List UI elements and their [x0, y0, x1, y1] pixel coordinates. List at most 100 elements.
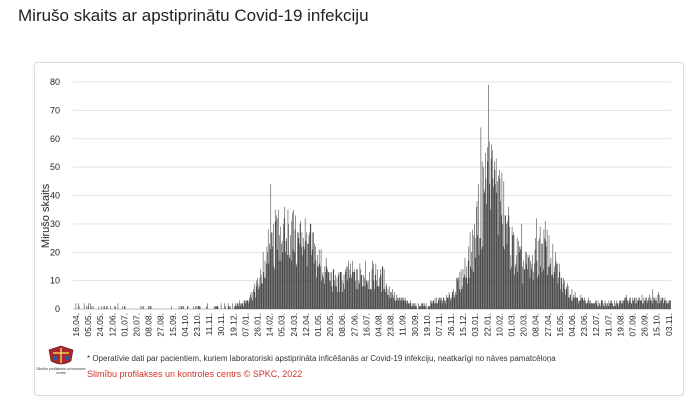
bar — [440, 297, 442, 309]
bar — [611, 300, 612, 309]
bar — [511, 226, 513, 309]
bar — [345, 272, 347, 309]
bar — [443, 297, 445, 309]
bar — [523, 269, 525, 309]
bar — [348, 260, 349, 309]
bar — [646, 303, 648, 309]
bar — [321, 280, 322, 310]
x-tick-label: 31.07. — [603, 313, 613, 337]
bar — [500, 215, 502, 309]
bar — [342, 291, 343, 309]
bar — [600, 300, 602, 309]
bar — [313, 263, 315, 309]
bar — [394, 291, 395, 309]
bar — [88, 303, 89, 309]
bar — [327, 272, 329, 309]
bar — [617, 303, 619, 309]
bar — [572, 297, 574, 309]
bar — [404, 297, 406, 309]
bar — [526, 252, 528, 309]
bar — [392, 294, 394, 309]
bar — [627, 300, 629, 309]
bar — [657, 294, 659, 309]
bar — [497, 235, 499, 309]
bar — [307, 243, 308, 309]
bar — [546, 246, 547, 309]
bar — [660, 300, 661, 309]
bar — [466, 277, 468, 309]
bar — [529, 277, 531, 309]
bar — [567, 286, 569, 309]
y-tick-label: 70 — [50, 105, 60, 115]
bar — [524, 269, 526, 309]
bar — [301, 232, 303, 309]
bar — [458, 277, 459, 309]
bar — [471, 269, 473, 309]
bar — [353, 272, 354, 309]
bar — [259, 286, 260, 309]
bar — [239, 303, 241, 309]
bar — [238, 306, 239, 309]
x-tick-label: 27.08. — [156, 313, 166, 337]
bar — [445, 303, 447, 309]
bar — [267, 229, 269, 309]
bar — [597, 306, 598, 309]
bar — [369, 272, 370, 309]
bar — [280, 260, 282, 309]
bar — [658, 291, 659, 309]
bar — [522, 283, 524, 309]
bar — [401, 300, 403, 309]
bar — [143, 306, 144, 309]
bar — [457, 277, 458, 309]
bar — [362, 286, 363, 309]
bar — [443, 297, 444, 309]
bar — [643, 297, 645, 309]
bar — [339, 272, 341, 309]
bar — [450, 297, 452, 309]
bar — [341, 272, 342, 309]
bar — [499, 169, 500, 309]
bar — [386, 283, 387, 309]
bar — [649, 294, 650, 309]
bar — [467, 283, 468, 309]
bar — [487, 161, 489, 309]
bar — [455, 291, 456, 309]
bar — [664, 300, 665, 309]
bar — [604, 306, 605, 309]
bar — [250, 291, 252, 309]
bar — [235, 303, 237, 309]
bar — [449, 294, 450, 309]
bar — [485, 178, 487, 309]
bar — [613, 306, 614, 309]
bar — [464, 257, 466, 309]
bar — [140, 306, 142, 309]
bar — [549, 266, 550, 309]
bar — [324, 266, 326, 309]
bar — [256, 280, 258, 310]
bar — [608, 300, 610, 309]
bar — [476, 201, 478, 309]
bar — [448, 297, 449, 309]
bar — [366, 280, 367, 310]
bar — [241, 303, 242, 309]
bar — [580, 294, 582, 309]
bar — [530, 263, 532, 309]
bar — [539, 238, 540, 309]
x-tick-label: 23.06. — [579, 313, 589, 337]
bar — [315, 246, 316, 309]
x-tick-label: 16.05. — [555, 313, 565, 337]
bar — [587, 300, 589, 309]
bar — [596, 303, 598, 309]
bar — [338, 272, 340, 309]
bar — [509, 269, 511, 309]
x-tick-label: 15.12. — [458, 313, 468, 337]
bar — [334, 280, 335, 310]
bar — [551, 274, 552, 309]
chart-panel: 0 10 20 30 40 50 60 70 80 16.04. 05.05. 24.05. 12.0… — [34, 62, 684, 396]
x-tick-label: 15.09. — [168, 313, 178, 337]
bar — [432, 303, 433, 309]
bar — [327, 269, 328, 309]
bar — [476, 206, 477, 309]
bar — [320, 249, 322, 309]
bar — [187, 306, 189, 309]
